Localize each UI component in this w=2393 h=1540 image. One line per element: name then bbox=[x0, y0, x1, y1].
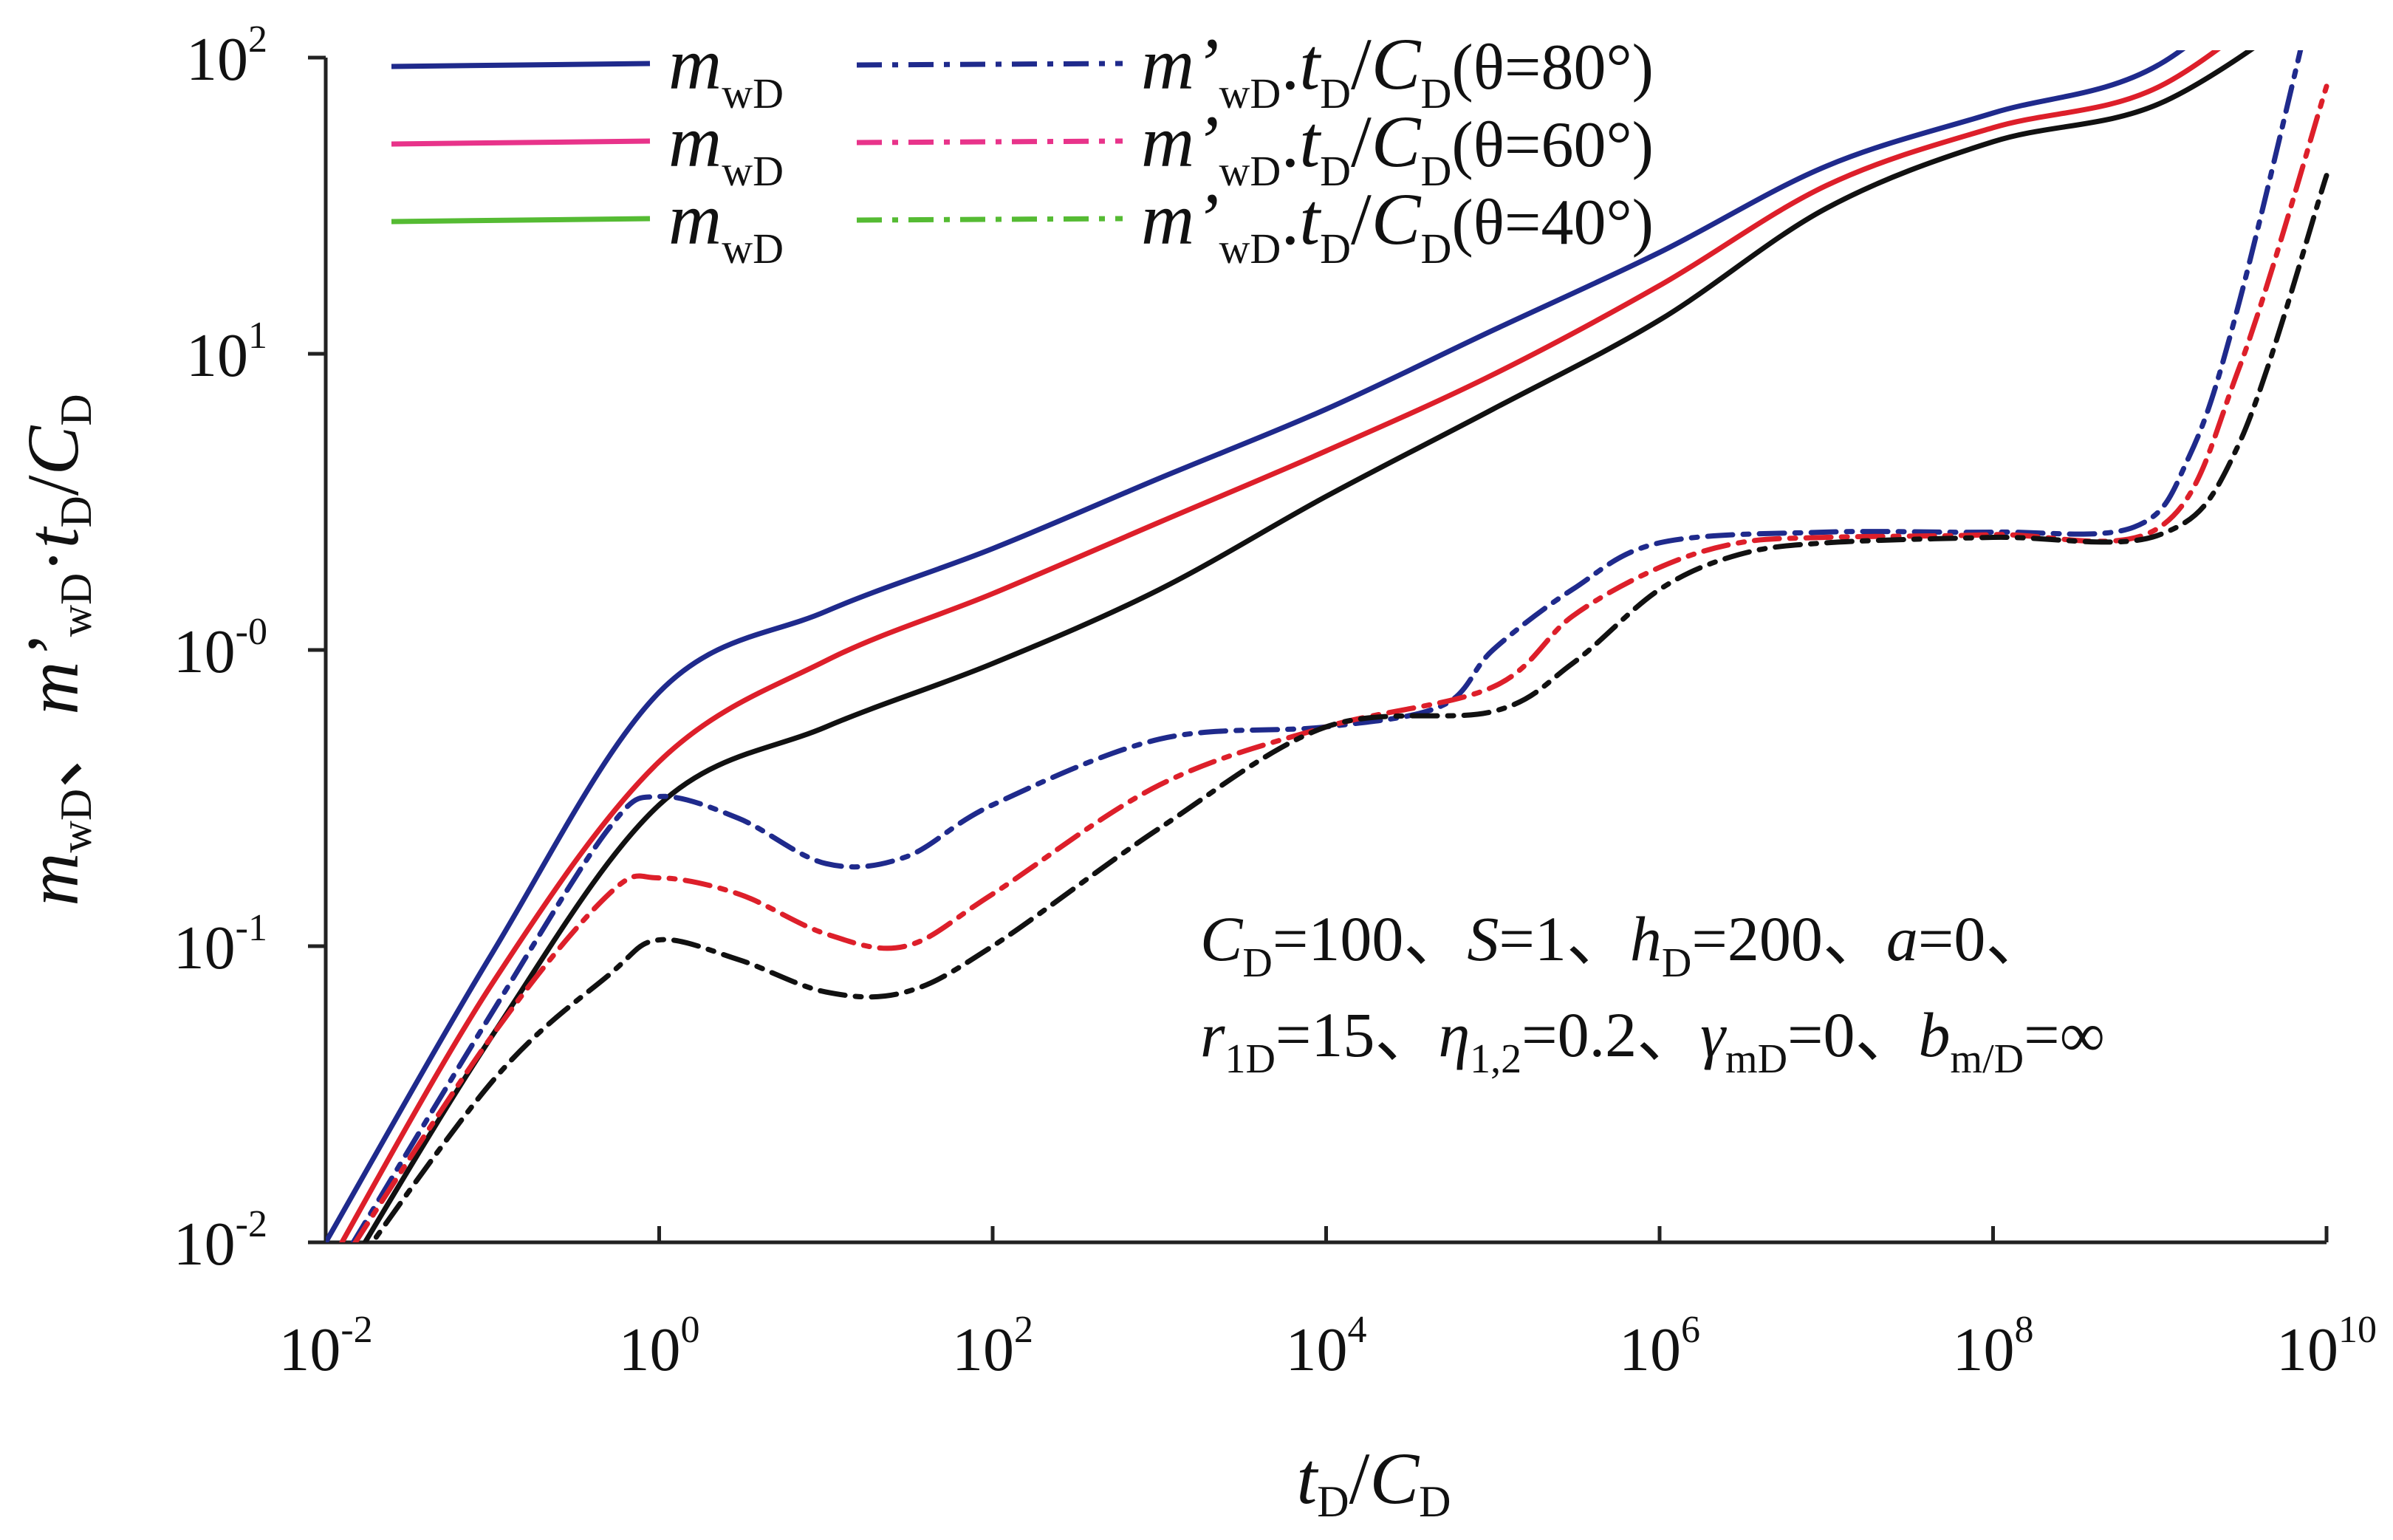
legend-swatch-dashdot bbox=[856, 216, 1123, 223]
series-layer bbox=[326, 50, 2329, 1242]
x-ticks: 10-2 100 102 104 106 108 1010 bbox=[278, 1226, 2377, 1384]
legend-swatch-solid bbox=[391, 216, 651, 225]
x-tick-label: 100 bbox=[619, 1309, 700, 1384]
legend-label-derivative: m’wD.tD/CD(θ=40°) bbox=[1141, 178, 1654, 273]
legend-label-mwd: mwD bbox=[668, 23, 784, 117]
legend-label-derivative: m’wD.tD/CD(θ=60°) bbox=[1141, 100, 1654, 195]
legend-label-mwd: mwD bbox=[668, 178, 784, 273]
legend-label-derivative: m’wD.tD/CD(θ=80°) bbox=[1141, 23, 1654, 117]
y-tick-label: 10-2 bbox=[174, 1203, 267, 1279]
legend-swatch-solid bbox=[391, 61, 651, 69]
series-line-mwd-0 bbox=[326, 50, 2186, 1242]
series-line-mwd-1 bbox=[338, 50, 2221, 1242]
y-tick-label: 10-1 bbox=[174, 907, 267, 982]
x-tick-label: 104 bbox=[1286, 1309, 1367, 1384]
legend-swatch-dashdot bbox=[856, 138, 1123, 146]
legend-label-mwd: mwD bbox=[668, 100, 784, 195]
x-tick-label: 10-2 bbox=[278, 1309, 372, 1384]
series-line-derivative-5 bbox=[369, 173, 2329, 1242]
y-tick-label: 102 bbox=[186, 18, 267, 94]
annotation-line-2: r1D=15、η1,2=0.2、γmD=0、bm/D=∞ bbox=[1200, 999, 2105, 1082]
series-line-mwd-2 bbox=[362, 50, 2255, 1242]
y-ticks: 10-2 10-1 10-0 101 102 bbox=[174, 18, 326, 1279]
y-tick-label: 10-0 bbox=[174, 611, 267, 686]
x-tick-label: 102 bbox=[952, 1309, 1033, 1384]
x-tick-label: 1010 bbox=[2276, 1309, 2377, 1384]
x-tick-label: 108 bbox=[1953, 1309, 2034, 1384]
series-line-derivative-3 bbox=[350, 50, 2304, 1242]
y-tick-label: 101 bbox=[186, 315, 267, 390]
x-axis-title: tD/CD bbox=[1297, 1437, 1451, 1526]
legend-swatch-dashdot bbox=[856, 61, 1123, 68]
annotation-line-1: CD=100、S=1、hD=200、a=0、 bbox=[1200, 903, 2049, 986]
x-tick-label: 106 bbox=[1619, 1309, 1700, 1384]
y-axis-title: mwD、m’wD·tD/CD bbox=[12, 394, 100, 906]
legend: mwD m’wD.tD/CD(θ=80°) mwD m’wD.tD/CD(θ=60°)… bbox=[391, 23, 1654, 273]
legend-swatch-solid bbox=[391, 138, 651, 147]
